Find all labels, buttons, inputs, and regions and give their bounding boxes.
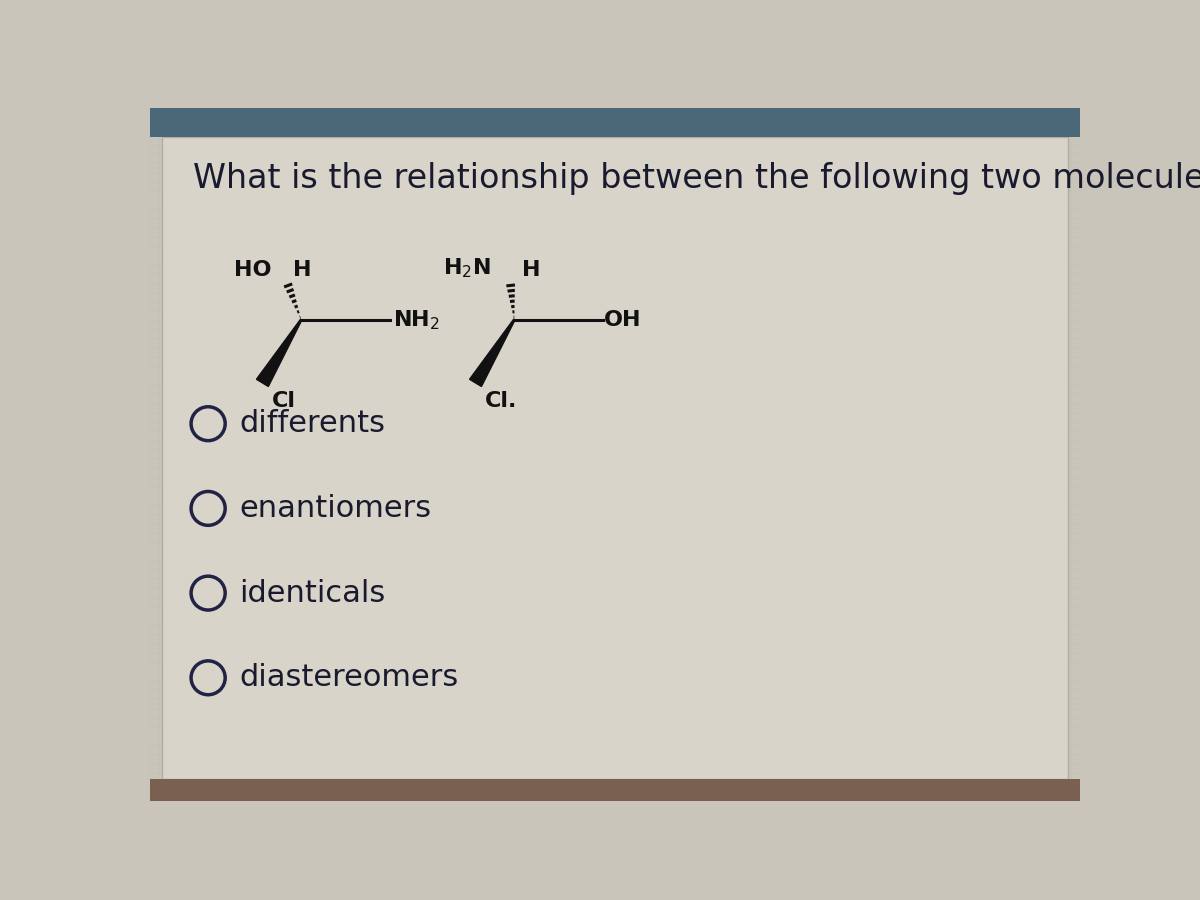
Text: H: H — [293, 260, 312, 280]
Text: identicals: identicals — [239, 579, 385, 608]
Text: H$_2$N: H$_2$N — [443, 256, 491, 280]
Bar — [150, 779, 1080, 801]
Text: enantiomers: enantiomers — [239, 494, 431, 523]
Text: Cl.: Cl. — [485, 391, 517, 410]
Text: NH$_2$: NH$_2$ — [394, 308, 440, 331]
Text: H: H — [522, 260, 540, 280]
Bar — [150, 108, 1080, 138]
Text: Cl: Cl — [271, 391, 295, 410]
Polygon shape — [257, 320, 301, 386]
Text: OH: OH — [604, 310, 642, 329]
Text: differents: differents — [239, 410, 385, 438]
Text: HO: HO — [234, 260, 271, 280]
Text: diastereomers: diastereomers — [239, 663, 458, 692]
Text: What is the relationship between the following two molecules?: What is the relationship between the fol… — [193, 162, 1200, 195]
Polygon shape — [469, 320, 515, 386]
